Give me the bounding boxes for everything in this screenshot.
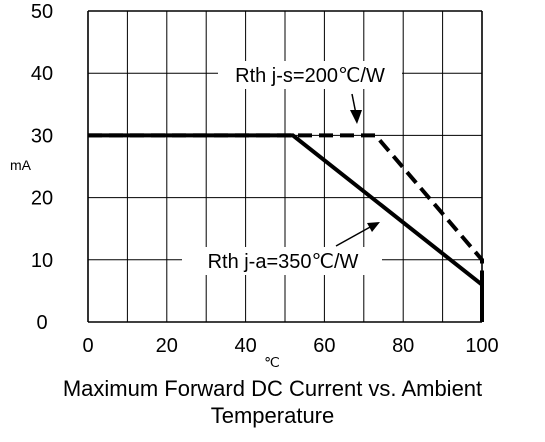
x-tick-label: 80: [392, 335, 414, 357]
caption-line-2: Temperature: [210, 403, 335, 428]
tick-labels: 0 10 20 30 40 50 0 20 40 60 80 100: [31, 1, 499, 357]
series-line-rth-js: [88, 133, 484, 322]
y-tick-label: 10: [31, 250, 53, 272]
caption-line-1: Maximum Forward DC Current vs. Ambient: [62, 376, 483, 401]
annotation-bg: [182, 247, 382, 275]
series-annotations: Rth j-s=200℃/W Rth j-a=350℃/W: [182, 61, 402, 275]
grid: [87, 10, 483, 323]
x-tick-label: 40: [234, 335, 256, 357]
annotation-rth-js: Rth j-s=200℃/W: [235, 65, 385, 87]
y-tick-label: 0: [36, 312, 47, 334]
x-tick-label: 60: [313, 335, 335, 357]
annotation-arrow: [335, 225, 373, 247]
y-tick-label: 50: [31, 1, 53, 23]
y-tick-label: 20: [31, 188, 53, 210]
series-line-rth-ja: [88, 133, 484, 322]
annotation-bg: [218, 61, 402, 89]
arrowhead-icon: [367, 222, 380, 232]
chart-caption: Maximum Forward DC Current vs. Ambient T…: [0, 375, 545, 429]
chart: 0 10 20 30 40 50 0 20 40 60 80 100 mA ℃ Rth j-s=200…: [10, 1, 499, 370]
x-tick-label: 20: [156, 335, 178, 357]
x-axis-label: ℃: [264, 354, 280, 370]
y-axis-label: mA: [10, 157, 32, 173]
y-tick-label: 40: [31, 63, 53, 85]
x-tick-label: 100: [465, 335, 498, 357]
y-tick-label: 30: [31, 125, 53, 147]
annotation-rth-ja: Rth j-a=350℃/W: [208, 251, 359, 273]
series-layer: [88, 133, 484, 322]
x-tick-label: 0: [82, 335, 93, 357]
arrowhead-icon: [350, 110, 362, 124]
